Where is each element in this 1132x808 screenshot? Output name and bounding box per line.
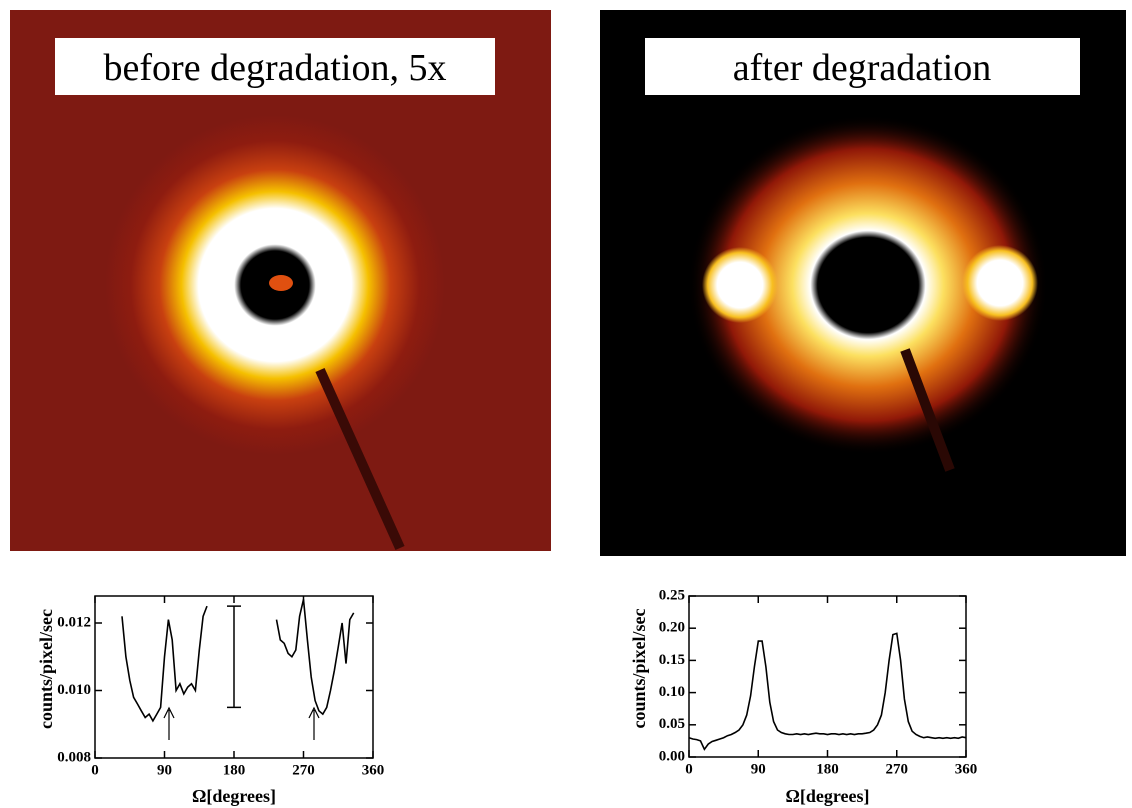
x-axis-label: Ω[degrees]: [192, 786, 276, 806]
x-tick-label: 360: [362, 762, 385, 778]
y-tick-label: 0.008: [57, 749, 91, 765]
y-axis-label: counts/pixel/sec: [629, 608, 649, 728]
x-tick-label: 90: [157, 762, 172, 778]
data-line: [121, 599, 355, 723]
image-label: before degradation, 5x: [104, 47, 447, 89]
image-after: [600, 10, 1126, 556]
y-tick-label: 0.05: [659, 716, 685, 732]
y-tick-label: 0.10: [659, 684, 685, 700]
x-tick-label: 360: [955, 761, 978, 777]
x-tick-label: 0: [685, 761, 693, 777]
error-bar: [227, 605, 241, 709]
label-box: [55, 38, 495, 95]
arrows: [163, 706, 320, 740]
y-tick-label: 0.25: [659, 587, 685, 603]
label-box: [645, 38, 1080, 95]
x-tick-label: 270: [292, 762, 315, 778]
x-tick-label: 0: [91, 762, 99, 778]
y-tick-label: 0.012: [57, 614, 91, 630]
plot-frame: [688, 595, 967, 758]
image-before: [10, 10, 551, 551]
x-tick-label: 180: [816, 761, 839, 777]
data-line: [688, 632, 967, 751]
x-tick-label: 90: [751, 761, 766, 777]
x-tick-label: 180: [223, 762, 246, 778]
image-label: after degradation: [733, 47, 991, 89]
y-axis-label: counts/pixel/sec: [36, 609, 56, 729]
y-tick-label: 0.20: [659, 620, 685, 636]
y-tick-label: 0.010: [57, 682, 91, 698]
x-axis-label: Ω[degrees]: [785, 786, 869, 806]
y-tick-label: 0.15: [659, 652, 685, 668]
y-tick-label: 0.00: [659, 748, 685, 764]
x-tick-label: 270: [886, 761, 909, 777]
